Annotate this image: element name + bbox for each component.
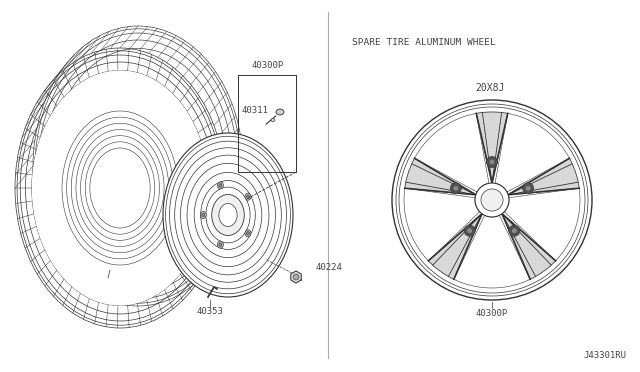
Ellipse shape — [245, 230, 251, 237]
Ellipse shape — [163, 133, 293, 297]
Circle shape — [464, 225, 475, 236]
Ellipse shape — [200, 212, 206, 218]
Circle shape — [481, 189, 503, 211]
Ellipse shape — [245, 193, 251, 200]
Polygon shape — [404, 158, 476, 195]
Ellipse shape — [218, 241, 223, 248]
Polygon shape — [454, 215, 530, 288]
Circle shape — [293, 274, 299, 280]
Text: J43301RU: J43301RU — [583, 351, 626, 360]
Ellipse shape — [80, 89, 196, 243]
Ellipse shape — [32, 70, 208, 306]
Text: 20X8J: 20X8J — [476, 83, 505, 93]
Polygon shape — [404, 188, 480, 261]
Circle shape — [489, 159, 495, 165]
Circle shape — [525, 185, 531, 191]
Text: 40311: 40311 — [241, 106, 268, 115]
Circle shape — [397, 105, 587, 295]
Ellipse shape — [219, 243, 222, 246]
Polygon shape — [476, 112, 508, 183]
Ellipse shape — [276, 109, 284, 115]
Polygon shape — [291, 271, 301, 283]
Circle shape — [453, 185, 459, 191]
Polygon shape — [428, 214, 482, 279]
Ellipse shape — [246, 231, 250, 235]
Text: 40353: 40353 — [196, 308, 223, 317]
Ellipse shape — [212, 195, 244, 235]
Ellipse shape — [246, 195, 250, 198]
Circle shape — [523, 183, 534, 194]
Circle shape — [475, 183, 509, 217]
Circle shape — [392, 100, 592, 300]
Polygon shape — [508, 158, 579, 195]
Polygon shape — [495, 113, 570, 192]
Text: 40300P: 40300P — [252, 61, 284, 70]
Text: 40312M: 40312M — [72, 278, 104, 286]
Polygon shape — [504, 188, 580, 261]
Polygon shape — [502, 214, 556, 279]
Circle shape — [451, 183, 461, 194]
Polygon shape — [415, 113, 489, 192]
Circle shape — [509, 225, 520, 236]
Text: SPARE TIRE ALUMINUM WHEEL: SPARE TIRE ALUMINUM WHEEL — [352, 38, 496, 46]
Ellipse shape — [219, 203, 237, 227]
Circle shape — [486, 157, 497, 167]
Circle shape — [467, 228, 473, 234]
Text: 40300P: 40300P — [476, 310, 508, 318]
Ellipse shape — [218, 182, 223, 189]
Ellipse shape — [202, 213, 205, 217]
Ellipse shape — [219, 184, 222, 187]
Text: 40224: 40224 — [316, 263, 343, 273]
Ellipse shape — [271, 119, 275, 122]
Circle shape — [511, 228, 517, 234]
